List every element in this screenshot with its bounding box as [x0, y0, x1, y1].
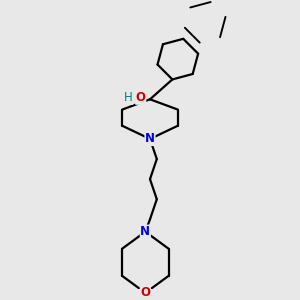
Text: N: N — [145, 133, 155, 146]
Text: N: N — [140, 225, 150, 238]
Text: O: O — [136, 91, 146, 104]
Text: O: O — [140, 286, 150, 299]
Text: H: H — [124, 91, 133, 104]
